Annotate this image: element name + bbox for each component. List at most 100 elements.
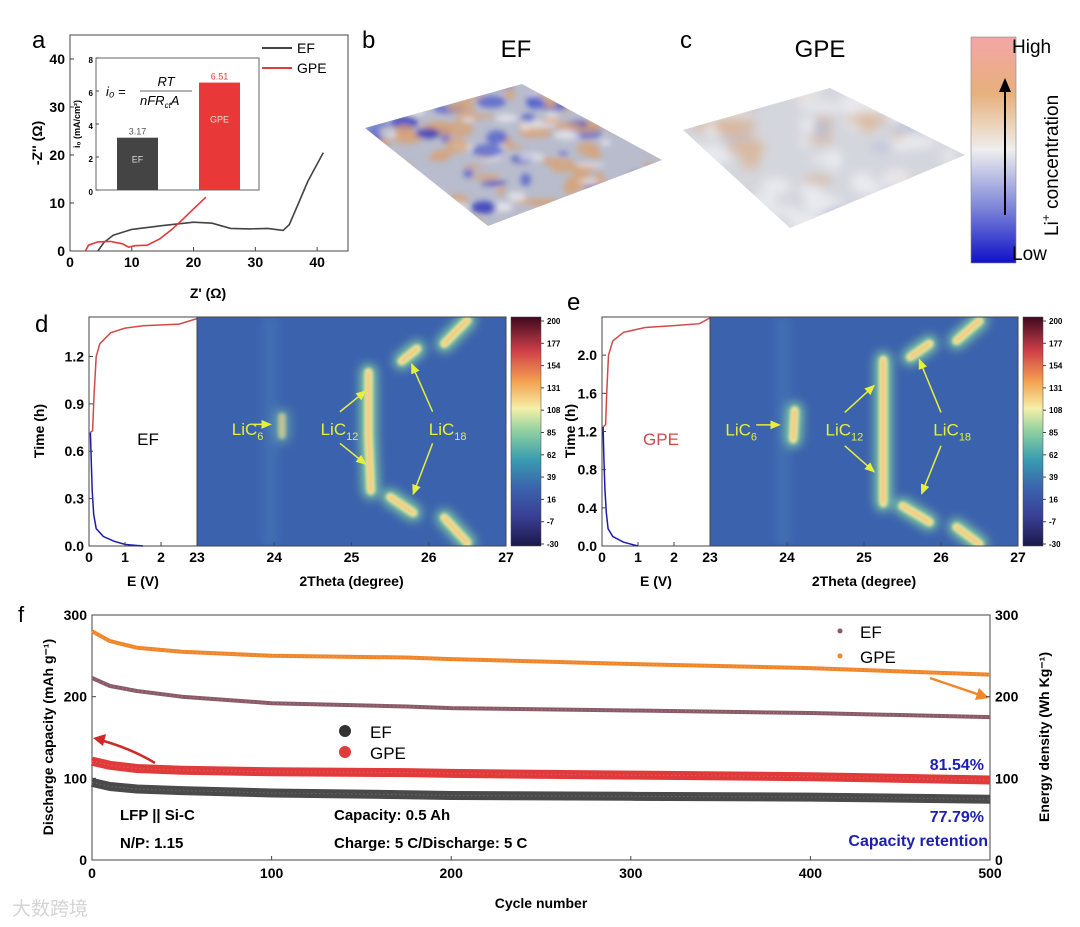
surface-blob: [799, 137, 812, 147]
peak-center-lic18: [901, 504, 931, 524]
surface-blob: [538, 204, 569, 214]
phase-main: LiC: [321, 420, 347, 439]
x-tick-label: 24: [779, 549, 795, 565]
surface-blob: [437, 215, 457, 226]
surface-blob: [714, 108, 752, 116]
surface-blob: [740, 149, 761, 170]
surface-blob: [516, 216, 541, 226]
legend-label-ef: EF: [370, 723, 392, 742]
heatmap-background: [197, 317, 506, 546]
charge-voltage-curve: [602, 317, 711, 428]
surface-blob: [860, 115, 876, 133]
surface-blob: [724, 212, 745, 228]
surface-blob: [699, 180, 728, 202]
panel-a-nyquist-plot: Z' (Ω) -Z'' (Ω) EF GPE i₀ (mA/cm²) i₀ = …: [29, 34, 349, 301]
surface-blob: [683, 210, 699, 228]
series-gpe-energy-density: [91, 629, 991, 677]
colorbar-tick-label: 108: [547, 406, 561, 415]
surface-blob: [697, 183, 731, 191]
arrowhead-icon: [975, 688, 989, 700]
surface-blob: [935, 110, 957, 120]
peak-center-lic6: [791, 409, 797, 441]
intensity-colorbar: [1022, 316, 1044, 547]
surface-blob: [520, 173, 531, 187]
surface-blob: [683, 186, 698, 206]
surface-blob: [630, 108, 657, 114]
surface-blob: [579, 198, 588, 210]
surface-blob: [365, 144, 378, 152]
surface-blob: [584, 185, 609, 191]
voltage-axes-frame: [601, 316, 711, 547]
surface-blob: [652, 96, 662, 106]
surface-blob: [850, 171, 874, 194]
surface-blob: [634, 91, 648, 106]
surface-blob: [402, 131, 417, 139]
y-tick-label: 10: [49, 195, 65, 211]
surface-blob: [627, 172, 647, 188]
background-band: [262, 317, 279, 546]
formula-lhs: i₀ =: [106, 84, 126, 99]
y-tick-label: 1.6: [578, 385, 598, 401]
panel-label-d: d: [35, 311, 48, 338]
surface-blob: [558, 151, 569, 156]
peak-center-lic12: [367, 370, 373, 493]
surface-blob: [472, 144, 504, 158]
panel-f-cycling-plot: Cycle number Discharge capacity (mAh g⁻¹…: [40, 607, 1052, 911]
panel-label-b: b: [362, 27, 375, 54]
surface-blob: [800, 115, 813, 135]
surface-blob: [410, 188, 436, 203]
inset-bar-ef: [117, 137, 158, 190]
peak-center-lic18: [442, 318, 469, 346]
surface-blob: [954, 123, 965, 133]
discharge-voltage-curve: [89, 432, 144, 547]
bar-value-label: 3.17: [129, 127, 147, 137]
y-tick-label: 100: [64, 770, 88, 786]
surface-blob: [449, 194, 469, 205]
legend-marker-ef-energy: [837, 628, 843, 634]
arrowhead-icon: [93, 734, 106, 746]
surface-blob: [370, 121, 391, 127]
surface-blob: [538, 89, 562, 99]
series-ef-capacity: [91, 778, 991, 804]
y-tick-label: 0: [995, 852, 1003, 868]
gpe-retention-value: 81.54%: [930, 757, 984, 774]
x-tick-label: 24: [266, 549, 282, 565]
peak-center-lic18: [954, 319, 981, 343]
surface-blob: [430, 89, 458, 97]
x-tick-label: 25: [856, 549, 872, 565]
surface-blob: [683, 198, 707, 217]
surface-blob: [630, 199, 657, 212]
surface-blob: [530, 198, 562, 208]
surface-blob: [683, 103, 702, 120]
y-tick-label: 300: [995, 607, 1019, 623]
surface-blob: [463, 168, 474, 178]
surface-blob: [404, 98, 420, 111]
surface-blob: [683, 88, 697, 102]
surface-blob: [391, 117, 411, 124]
surface-blob: [365, 84, 374, 92]
voltage-axis-label: E (V): [127, 573, 159, 589]
panel-label-a: a: [32, 27, 46, 54]
surface-blob: [730, 106, 759, 113]
surface-blob: [683, 206, 719, 216]
surface-blob: [365, 198, 391, 205]
y-tick-label: 0.8: [578, 462, 598, 478]
surface-blob: [919, 196, 957, 206]
colorbar-tick-label: 177: [1049, 339, 1063, 348]
x-tick-label: 27: [1010, 549, 1026, 565]
formula-den-tail: A: [170, 93, 180, 108]
surface-blob: [886, 138, 916, 151]
surface-blob: [436, 207, 460, 224]
surface-blob: [463, 164, 483, 170]
surface-blob: [683, 141, 697, 152]
panel-b-title: EF: [501, 36, 532, 63]
surface-blob: [609, 106, 619, 112]
surface-blob: [446, 101, 477, 114]
phase-arrow-icon: [411, 363, 434, 413]
axes-frame: [69, 34, 349, 252]
surface-blob: [724, 91, 743, 101]
surface-blob: [471, 173, 501, 181]
surface-blob: [365, 90, 379, 107]
surface-blob: [445, 121, 474, 137]
